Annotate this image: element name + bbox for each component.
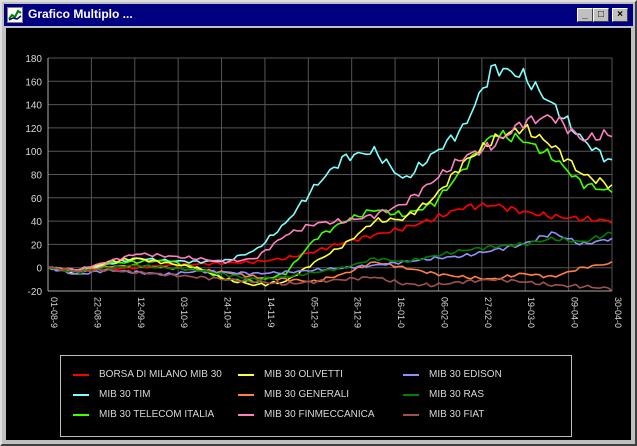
y-axis: -20 0 20 40 60 80 100 120 140 160 180: [25, 54, 49, 298]
minimize-button[interactable]: _: [577, 8, 593, 22]
x-tick-label: 27-02-00: [483, 297, 493, 328]
legend-item: MIB 30 FIAT: [403, 408, 568, 422]
chart-area: -20 0 20 40 60 80 100 120 140 160 180 01-08-99 22-0…: [6, 28, 631, 440]
y-tick-label: -20: [28, 287, 43, 298]
line-chart: -20 0 20 40 60 80 100 120 140 160 180 01-08-99 22-0…: [25, 54, 623, 328]
series-line-5: [47, 114, 613, 272]
maximize-button[interactable]: □: [593, 8, 609, 22]
legend-swatch: [403, 394, 419, 396]
series-line-1: [47, 63, 613, 272]
legend-label: MIB 30 TIM: [99, 389, 151, 400]
y-tick-label: 120: [25, 124, 42, 135]
y-tick-label: 180: [25, 54, 42, 65]
x-tick-label: 26-12-99: [353, 297, 363, 328]
legend-item: MIB 30 RAS: [403, 388, 568, 402]
legend-label: MIB 30 GENERALI: [264, 389, 350, 400]
x-tick-label: 05-12-99: [309, 297, 319, 328]
x-tick-label: 30-04-00: [613, 297, 623, 328]
chart-app-icon: [7, 7, 23, 23]
x-tick-label: 14-11-99: [266, 297, 276, 328]
x-tick-label: 19-03-00: [526, 297, 536, 328]
y-tick-label: 100: [25, 147, 42, 158]
window-title: Grafico Multiplo ...: [28, 7, 133, 21]
x-tick-label: 16-01-00: [396, 297, 406, 328]
series-line-8: [47, 266, 613, 292]
legend-swatch: [73, 374, 89, 376]
y-tick-label: 80: [31, 171, 43, 182]
y-tick-label: 40: [31, 217, 43, 228]
legend-item: MIB 30 OLIVETTI: [238, 368, 403, 382]
series-line-2: [47, 129, 613, 284]
x-tick-label: 24-10-99: [223, 297, 233, 328]
x-tick-label: 03-10-99: [179, 297, 189, 328]
legend-label: MIB 30 TELECOM ITALIA: [99, 409, 215, 420]
legend-label: MIB 30 FIAT: [429, 409, 485, 420]
legend-item: MIB 30 TIM: [73, 388, 238, 402]
legend-swatch: [238, 374, 254, 376]
legend-swatch: [403, 374, 419, 376]
legend: BORSA DI MILANO MIB 30 MIB 30 TIM MIB 30 T…: [60, 355, 572, 437]
x-tick-label: 01-08-99: [49, 297, 59, 328]
series-line-6: [47, 231, 613, 276]
series-line-3: [47, 123, 613, 287]
legend-label: MIB 30 EDISON: [429, 369, 502, 380]
legend-item: BORSA DI MILANO MIB 30: [73, 368, 238, 382]
legend-label: MIB 30 RAS: [429, 389, 485, 400]
x-tick-label: 12-09-99: [136, 297, 146, 328]
y-tick-label: 140: [25, 101, 42, 112]
legend-item: MIB 30 GENERALI: [238, 388, 403, 402]
y-tick-label: 20: [31, 240, 43, 251]
y-tick-label: 0: [36, 264, 42, 275]
legend-swatch: [403, 414, 419, 416]
x-tick-label: 06-02-00: [439, 297, 449, 328]
close-button[interactable]: ×: [612, 8, 628, 22]
legend-item: MIB 30 FINMECCANICA: [238, 408, 403, 422]
y-tick-label: 160: [25, 77, 42, 88]
legend-swatch: [73, 394, 89, 396]
y-tick-label: 60: [31, 194, 43, 205]
legend-swatch: [238, 414, 254, 416]
legend-label: MIB 30 FINMECCANICA: [264, 409, 375, 420]
series-line-7: [47, 231, 613, 281]
legend-item: MIB 30 EDISON: [403, 368, 568, 382]
legend-label: BORSA DI MILANO MIB 30: [99, 369, 222, 380]
legend-label: MIB 30 OLIVETTI: [264, 369, 343, 380]
x-axis: 01-08-99 22-08-99 12-09-99 03-10-99 24-10-99…: [48, 290, 623, 328]
title-bar[interactable]: Grafico Multiplo ... _ □ ×: [4, 4, 633, 26]
x-tick-label: 22-08-99: [92, 297, 102, 328]
series-lines: [47, 63, 613, 292]
legend-item: MIB 30 TELECOM ITALIA: [73, 408, 238, 422]
legend-swatch: [238, 394, 254, 396]
legend-swatch: [73, 414, 89, 416]
x-tick-label: 09-04-00: [570, 297, 580, 328]
